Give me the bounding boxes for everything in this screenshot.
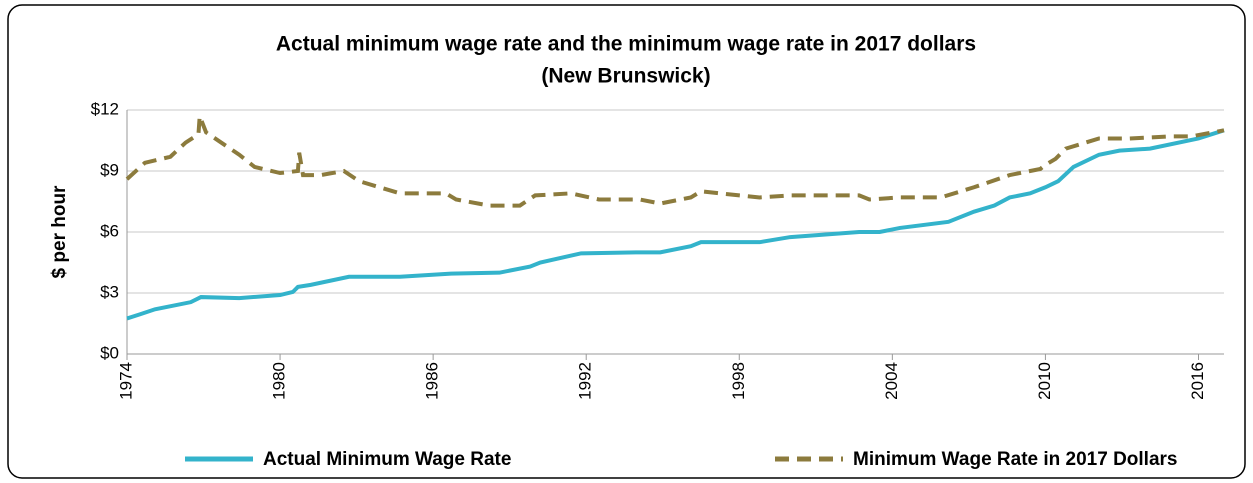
y-tick-label: $3 (100, 282, 119, 301)
x-tick-label: 1992 (576, 362, 595, 400)
x-tick-label: 2010 (1035, 362, 1054, 400)
x-tick-label: 2016 (1188, 362, 1207, 400)
x-tick-label: 1980 (270, 362, 289, 400)
y-tick-label: $12 (91, 99, 119, 118)
legend-label: Minimum Wage Rate in 2017 Dollars (853, 449, 1178, 470)
chart-title: Actual minimum wage rate and the minimum… (276, 33, 976, 56)
y-tick-label: $0 (100, 343, 119, 362)
x-tick-label: 1986 (423, 362, 442, 400)
x-tick-label: 2004 (882, 362, 901, 400)
chart-frame (7, 4, 1246, 479)
y-tick-label: $9 (100, 160, 119, 179)
legend-label: Actual Minimum Wage Rate (263, 449, 511, 470)
line-series (126, 128, 1225, 321)
x-tick-label: 1998 (729, 362, 748, 400)
x-tick-label: 1974 (116, 362, 135, 400)
y-tick-label: $6 (100, 221, 119, 240)
y-axis-label: $ per hour (49, 185, 70, 279)
line-series (125, 115, 1225, 208)
chart-subtitle: (New Brunswick) (541, 65, 710, 88)
